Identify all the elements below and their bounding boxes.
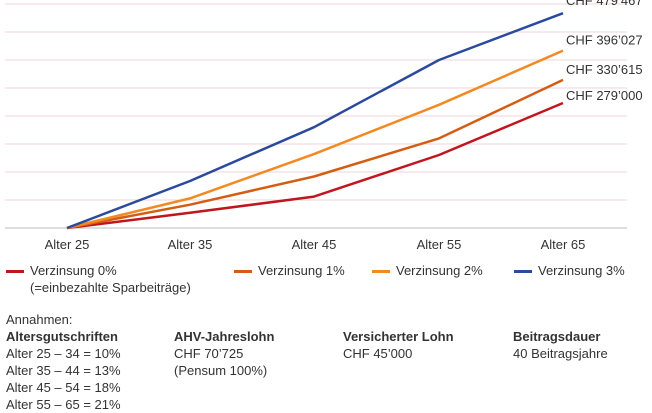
end-label-3: CHF 479’467 — [566, 0, 643, 8]
legend-label-3: Verzinsung 3% — [538, 263, 625, 278]
legend-swatch-0 — [6, 270, 24, 273]
versicherter-lohn-line-0: CHF 45’000 — [343, 346, 413, 361]
ahv-header: AHV-Jahreslohn — [174, 329, 275, 344]
chart-gridlines — [5, 3, 627, 229]
ahv-line-1: (Pensum 100%) — [174, 363, 268, 378]
legend-swatch-3 — [514, 270, 532, 273]
end-label-1: CHF 330’615 — [566, 62, 643, 77]
beitragsdauer-header: Beitragsdauer — [513, 329, 601, 344]
x-tick-label-2: Alter 45 — [292, 237, 337, 252]
x-tick-label-1: Alter 35 — [168, 237, 213, 252]
x-axis-ticks: Alter 25 Alter 35 Alter 45 Alter 55 Alter 65 — [45, 237, 586, 252]
series-line-1 — [66, 78, 564, 230]
end-label-2: CHF 396’027 — [566, 33, 643, 48]
assumptions-title: Annahmen: — [6, 312, 73, 327]
assumptions-beitragsdauer: Beitragsdauer 40 Beitragsjahre — [513, 328, 608, 362]
ahv-line-0: CHF 70’725 — [174, 346, 244, 361]
x-tick-label-4: Alter 65 — [541, 237, 586, 252]
series-line-0 — [66, 101, 564, 230]
chart-series — [66, 12, 564, 230]
altersgutschriften-line-3: Alter 55 – 65 = 21% — [6, 397, 121, 412]
legend-label-1: Verzinsung 1% — [258, 263, 345, 278]
assumptions-ahv: AHV-Jahreslohn CHF 70’725 (Pensum 100%) — [174, 328, 274, 379]
assumptions-altersgutschriften: Altersgutschriften Alter 25 – 34 = 10% A… — [6, 328, 121, 413]
altersgutschriften-line-2: Alter 45 – 54 = 18% — [6, 380, 121, 395]
altersgutschriften-line-1: Alter 35 – 44 = 13% — [6, 363, 121, 378]
legend-label-0: Verzinsung 0% — [30, 263, 117, 278]
legend-swatch-1 — [234, 270, 252, 273]
legend-sublabel-0: (=einbezahlte Sparbeiträge) — [30, 280, 191, 295]
legend-label-2: Verzinsung 2% — [396, 263, 483, 278]
end-label-0: CHF 279’000 — [566, 88, 643, 103]
x-tick-label-0: Alter 25 — [45, 237, 90, 252]
beitragsdauer-line-0: 40 Beitragsjahre — [513, 346, 608, 361]
legend-swatch-2 — [372, 270, 390, 273]
altersgutschriften-line-0: Alter 25 – 34 = 10% — [6, 346, 121, 361]
x-tick-label-3: Alter 55 — [417, 237, 462, 252]
series-line-2 — [66, 49, 564, 230]
end-value-labels: CHF 279’000 CHF 330’615 CHF 396’027 CHF 479… — [566, 0, 643, 103]
versicherter-lohn-header: Versicherter Lohn — [343, 329, 454, 344]
altersgutschriften-header: Altersgutschriften — [6, 329, 118, 344]
assumptions-versicherter-lohn: Versicherter Lohn CHF 45’000 — [343, 328, 454, 362]
pension-growth-chart: Alter 25 Alter 35 Alter 45 Alter 55 Alter 65… — [5, 0, 643, 252]
series-line-3 — [66, 12, 564, 230]
